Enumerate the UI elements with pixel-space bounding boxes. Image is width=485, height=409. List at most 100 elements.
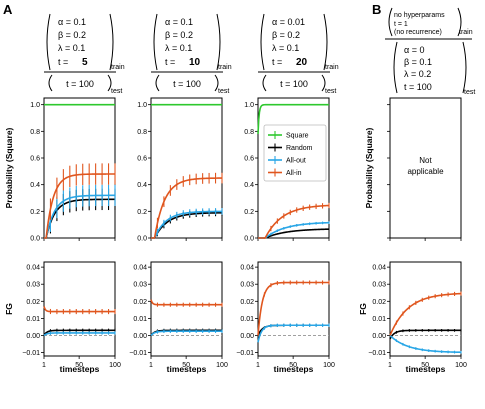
param-paren-right <box>216 13 221 71</box>
y-tick-label: 0.0 <box>137 236 147 243</box>
y-tick-label: 0.2 <box>137 209 147 216</box>
y-tick-label: 0.01 <box>133 316 147 323</box>
param-b-train-line2: t = 1 <box>394 21 408 28</box>
fg-y-axis-label-b: FG <box>358 303 368 315</box>
test-paren-right <box>214 74 219 92</box>
x-tick-label: 100 <box>216 362 228 369</box>
y-tick-label: 0.03 <box>240 282 254 289</box>
param-beta: β = 0.2 <box>272 30 300 40</box>
param-paren-right <box>323 13 328 71</box>
test-paren-left <box>393 41 398 94</box>
y-tick-label: 0.03 <box>133 282 147 289</box>
test-paren-left <box>48 74 53 92</box>
legend-box <box>263 124 327 182</box>
A2-probability-line-all-out <box>151 210 222 239</box>
fg-axes-2-frame <box>150 261 223 357</box>
param-train-subscript: train <box>325 64 339 71</box>
param-b-lambda: λ = 0.2 <box>404 69 431 79</box>
y-tick-label: 0.0 <box>30 236 40 243</box>
param-t-prefix: t = <box>165 57 175 67</box>
param-beta: β = 0.2 <box>165 30 193 40</box>
y-tick-label: −0.01 <box>236 350 254 357</box>
A1-FG-line-all-out <box>43 332 115 337</box>
panel-label-a: A <box>3 2 13 17</box>
y-tick-label: 0.01 <box>26 316 40 323</box>
x-tick-label: 1 <box>256 362 260 369</box>
y-tick-label: 0.03 <box>26 282 40 289</box>
y-tick-label: 0.01 <box>240 316 254 323</box>
param-b-train-line3: (no recurrence) <box>394 29 442 36</box>
y-tick-label: −0.01 <box>22 350 40 357</box>
fg-axes-2: −0.01 0.00 0.01 0.02 0.03 0.04 1 50 100 timesteps <box>129 261 228 374</box>
param-t-value: 10 <box>189 57 201 68</box>
param-test: t = 100 <box>66 79 94 89</box>
param-lambda: λ = 0.1 <box>58 43 85 53</box>
param-train-subscript: train <box>218 64 232 71</box>
B-FG-line-random <box>389 329 461 340</box>
param-b-alpha: α = 0 <box>404 45 424 55</box>
legend-label-square: Square <box>286 133 309 140</box>
y-tick-label: 0.04 <box>240 265 254 272</box>
param-paren-left <box>46 13 51 71</box>
fg-axes-3-frame <box>257 261 330 357</box>
fg-axes-1-frame <box>43 261 116 357</box>
x-tick-label: 1 <box>149 362 153 369</box>
y-tick-label: 0.6 <box>244 156 254 163</box>
A2-FG-line-all-in <box>150 299 222 306</box>
param-t-value: 20 <box>296 57 308 68</box>
test-paren-left <box>262 74 267 92</box>
param-b-test: t = 100 <box>404 82 432 92</box>
test-paren-right <box>462 41 467 94</box>
param-block-1: α = 0.1 β = 0.2 λ = 0.1 t = 5 train t = 100 tes… <box>44 13 125 95</box>
y-tick-label: 0.2 <box>244 209 254 216</box>
y-tick-label: 1.0 <box>137 102 147 109</box>
B-FG-line-all-out <box>389 334 462 354</box>
fg-axes-1: −0.01 0.00 0.01 0.02 0.03 0.04 1 50 100 timesteps <box>22 261 121 374</box>
A1-probability-line-random <box>44 198 115 239</box>
prob-axes-3: 0.0 0.2 0.4 0.6 0.8 1.0 <box>244 97 330 243</box>
x-tick-label: 50 <box>289 362 297 369</box>
A3-probability-line-square <box>257 103 329 135</box>
legend-label-allin: All-in <box>286 170 302 177</box>
x-tick-label: 50 <box>421 362 429 369</box>
param-test: t = 100 <box>173 79 201 89</box>
legend: Square Random All-out All-in <box>263 124 327 182</box>
y-tick-label: 0.00 <box>133 333 147 340</box>
param-paren-left <box>153 13 158 71</box>
param-alpha: α = 0.01 <box>272 17 305 27</box>
train-paren-left <box>388 7 393 37</box>
B-FG-line-all-in <box>389 292 462 336</box>
param-t-prefix: t = <box>58 57 68 67</box>
prob-axes-2: 0.0 0.2 0.4 0.6 0.8 1.0 <box>137 97 223 243</box>
y-tick-label: 0.01 <box>372 316 386 323</box>
param-train-subscript: train <box>111 64 125 71</box>
y-tick-label: 1.0 <box>244 102 254 109</box>
x-tick-label: 100 <box>323 362 335 369</box>
x-tick-label: 1 <box>42 362 46 369</box>
y-tick-label: −0.01 <box>368 350 386 357</box>
y-tick-label: 0.0 <box>244 236 254 243</box>
test-paren-left <box>155 74 160 92</box>
prob-axes-1-frame <box>43 97 116 239</box>
y-tick-label: 0.8 <box>137 129 147 136</box>
y-tick-label: 0.03 <box>372 282 386 289</box>
y-tick-label: 0.02 <box>26 299 40 306</box>
A2-FG-line-random <box>150 329 222 336</box>
prob-y-axis-label-b: Probability (Square) <box>364 127 374 208</box>
x-tick-label: 100 <box>455 362 467 369</box>
x-tick-label: 50 <box>182 362 190 369</box>
param-t-prefix: t = <box>272 57 282 67</box>
param-b-test-subscript: test <box>464 89 475 96</box>
y-tick-label: 0.8 <box>244 129 254 136</box>
param-t-value: 5 <box>82 57 88 68</box>
train-paren-right <box>457 7 462 37</box>
y-tick-label: 0.6 <box>137 156 147 163</box>
param-b-train-line1: no hyperparams <box>394 12 445 19</box>
y-tick-label: 0.4 <box>137 182 147 189</box>
y-tick-label: 0.02 <box>372 299 386 306</box>
x-tick-label: 100 <box>109 362 121 369</box>
fg-axes-3: −0.01 0.00 0.01 0.02 0.03 0.04 1 50 100 timesteps <box>236 261 335 374</box>
param-test-subscript: test <box>325 88 336 95</box>
y-tick-label: 0.6 <box>30 156 40 163</box>
